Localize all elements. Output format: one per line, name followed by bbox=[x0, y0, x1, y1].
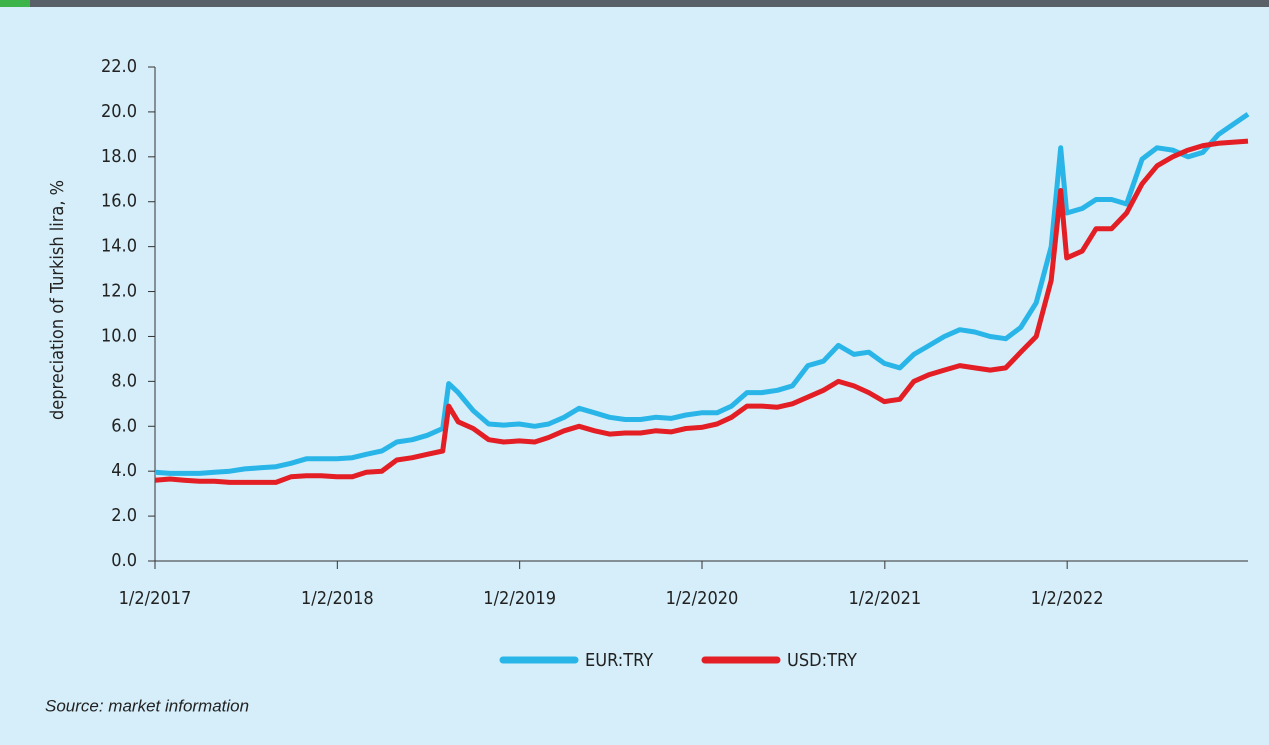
y-tick-label: 14.0 bbox=[101, 236, 137, 257]
y-axis-label: depreciation of Turkish lira, % bbox=[47, 180, 68, 420]
legend-label: EUR:TRY bbox=[585, 650, 653, 671]
y-tick-label: 16.0 bbox=[101, 191, 137, 212]
top-bar bbox=[0, 0, 1269, 7]
y-tick-label: 20.0 bbox=[101, 101, 137, 122]
y-tick-label: 2.0 bbox=[111, 505, 137, 526]
y-tick-label: 8.0 bbox=[111, 370, 137, 391]
x-tick-label: 1/2/2019 bbox=[483, 588, 556, 609]
x-tick-label: 1/2/2022 bbox=[1031, 588, 1104, 609]
x-tick-label: 1/2/2020 bbox=[666, 588, 739, 609]
source-note: Source: market information bbox=[45, 696, 249, 715]
y-tick-label: 12.0 bbox=[101, 281, 137, 302]
y-tick-label: 0.0 bbox=[111, 550, 137, 571]
x-tick-label: 1/2/2021 bbox=[848, 588, 921, 609]
legend-label: USD:TRY bbox=[787, 650, 857, 671]
x-tick-label: 1/2/2017 bbox=[119, 588, 192, 609]
x-tick-label: 1/2/2018 bbox=[301, 588, 374, 609]
top-accent bbox=[0, 0, 30, 7]
y-tick-label: 18.0 bbox=[101, 146, 137, 167]
y-tick-label: 10.0 bbox=[101, 325, 137, 346]
y-tick-label: 22.0 bbox=[101, 56, 137, 77]
y-tick-label: 6.0 bbox=[111, 415, 137, 436]
series-line bbox=[154, 112, 1250, 476]
y-tick-label: 4.0 bbox=[111, 460, 137, 481]
series-line bbox=[154, 138, 1249, 485]
